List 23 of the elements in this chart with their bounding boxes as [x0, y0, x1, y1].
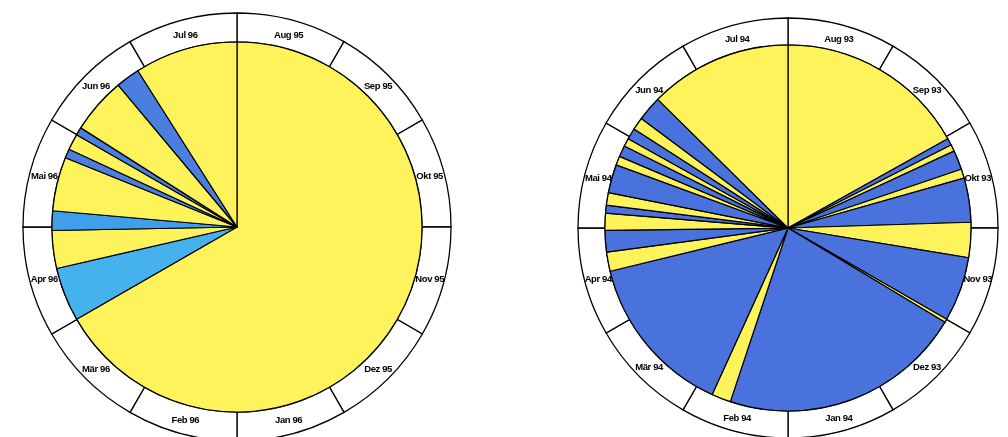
text: Apr 94: [584, 273, 613, 285]
text: Sep 95: [363, 80, 394, 92]
text: Mai 94: [584, 171, 613, 183]
text: Aug 93: [824, 32, 854, 44]
text: Sep 93: [912, 83, 942, 95]
text: Okt 93: [964, 171, 992, 183]
text: Dez 95: [364, 362, 394, 374]
text: Jan 94: [825, 412, 854, 424]
text: Feb 96: [171, 414, 200, 426]
text: Jul 94: [724, 32, 751, 44]
text: Jun 94: [635, 83, 665, 95]
text: Mai 96: [30, 169, 58, 181]
text: Dez 93: [913, 361, 941, 373]
text: Apr 96: [30, 273, 58, 285]
text: Mär 94: [635, 361, 665, 373]
text: Aug 95: [273, 28, 305, 40]
text: Feb 94: [723, 412, 753, 424]
text: Jul 96: [173, 28, 198, 40]
text: Nov 95: [415, 273, 446, 285]
text: Jan 96: [275, 414, 303, 426]
text: Mär 96: [82, 362, 110, 374]
text: Jun 96: [82, 80, 110, 92]
text: Okt 95: [416, 169, 445, 181]
